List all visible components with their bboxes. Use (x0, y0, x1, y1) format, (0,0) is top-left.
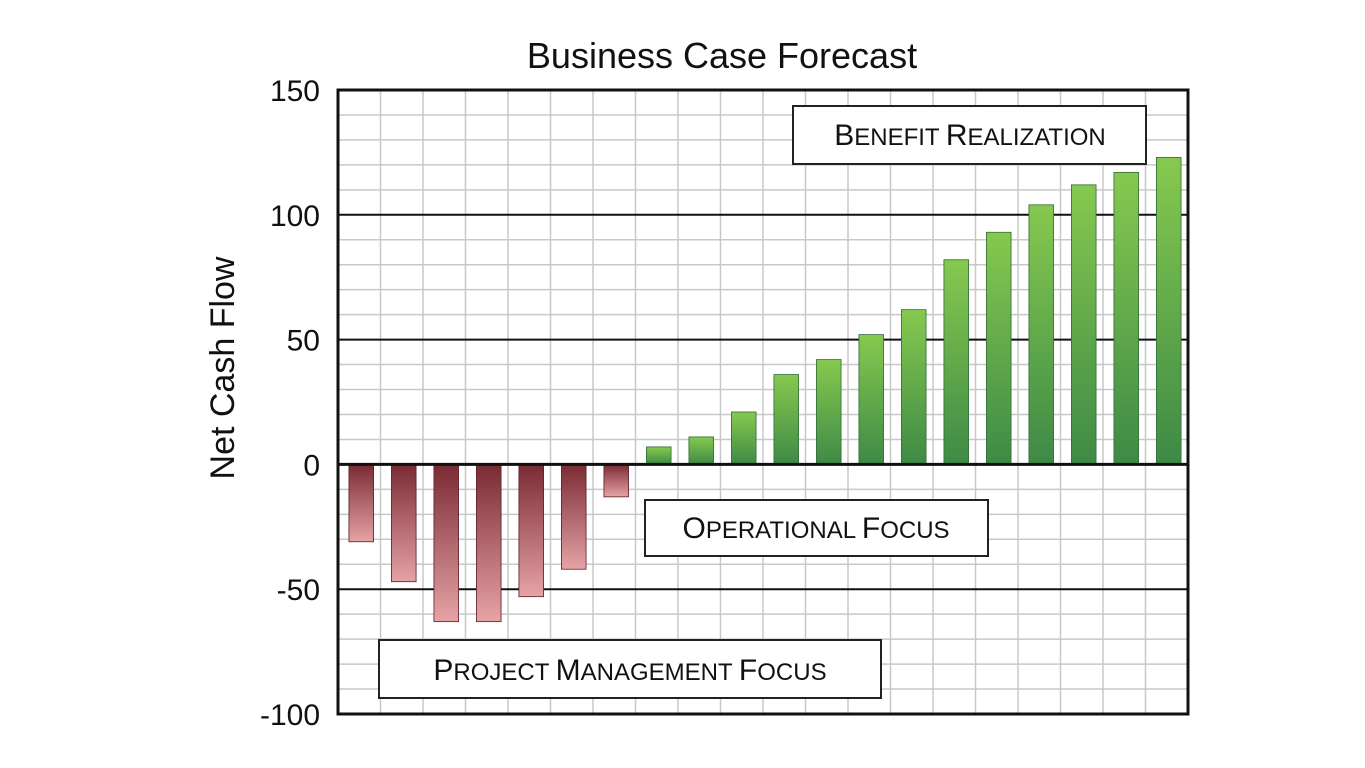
annotation-text-part: F (862, 512, 880, 545)
annotation-box (644, 499, 989, 557)
annotation-text-part: R (946, 119, 968, 152)
annotation-box (378, 639, 882, 699)
annotation-text-part: OCUS (757, 659, 826, 686)
annotation-box (792, 105, 1147, 165)
annotation-text-part: ROJECT (453, 659, 555, 686)
y-tick-label: -100 (260, 699, 320, 732)
bar (688, 436, 714, 465)
annotation-benefit: BENEFIT REALIZATION (792, 105, 1147, 165)
annotation-text-part: OCUS (880, 517, 949, 544)
bar (646, 446, 672, 465)
bar (476, 463, 502, 623)
bar (603, 463, 629, 498)
annotation-label: PROJECT MANAGEMENT FOCUS (433, 654, 826, 687)
annotation-project: PROJECT MANAGEMENT FOCUS (378, 639, 882, 699)
y-tick-label: 0 (303, 449, 320, 482)
bar (731, 411, 757, 465)
annotation-label: BENEFIT REALIZATION (834, 119, 1106, 152)
y-tick-label: 100 (270, 200, 320, 233)
grid (338, 90, 1188, 714)
annotation-text-part: EALIZATION (968, 124, 1106, 151)
annotation-label: OPERATIONAL FOCUS (682, 512, 949, 545)
y-axis-label: Net Cash Flow (204, 256, 242, 479)
y-tick-label: 150 (270, 75, 320, 108)
bar (348, 463, 374, 543)
bar (986, 231, 1012, 465)
annotation-text-part: F (739, 654, 757, 687)
bar (858, 334, 884, 465)
bar (1113, 171, 1139, 465)
bar (433, 463, 459, 623)
bar (1071, 184, 1097, 465)
bar (518, 463, 544, 598)
bar (1028, 204, 1054, 465)
annotation-text-part: ANAGEMENT (581, 659, 739, 686)
annotation-text-part: P (433, 654, 453, 687)
plot-frame (336, 88, 1190, 716)
annotation-operational: OPERATIONAL FOCUS (644, 499, 989, 557)
annotation-text-part: O (682, 512, 705, 545)
bar (561, 463, 587, 570)
annotation-text-part: ENEFIT (854, 124, 946, 151)
bar (773, 374, 799, 465)
annotation-text-part: M (556, 654, 581, 687)
annotation-text-part: B (834, 119, 854, 152)
y-tick-label: -50 (277, 574, 320, 607)
bars (348, 156, 1182, 623)
bar (943, 259, 969, 465)
bar (816, 359, 842, 465)
y-tick-labels: 150 100 50 0 -50 -100 (260, 75, 320, 732)
y-tick-label: 50 (287, 325, 320, 358)
bar (901, 309, 927, 465)
bar (1156, 156, 1182, 465)
annotation-text-part: PERATIONAL (706, 517, 862, 544)
bar (391, 463, 417, 583)
chart-title: Business Case Forecast (527, 35, 917, 76)
